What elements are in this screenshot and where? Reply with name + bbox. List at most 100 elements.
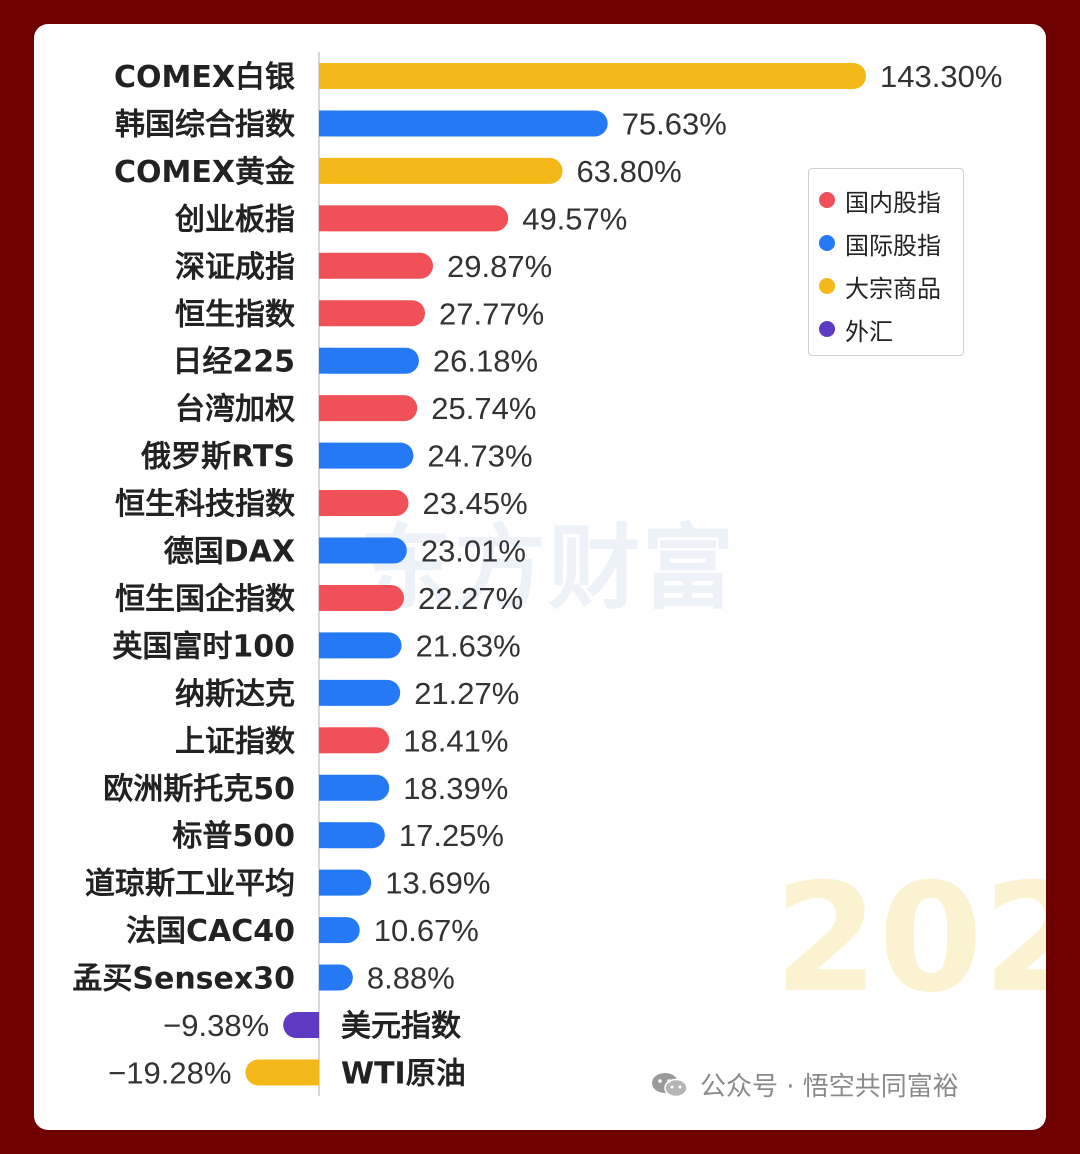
value-label: 49.57% xyxy=(522,201,627,236)
value-label: 23.45% xyxy=(423,486,528,521)
bar-base xyxy=(319,822,332,849)
bar xyxy=(319,584,405,611)
bar-base xyxy=(319,157,332,184)
value-label: 13.69% xyxy=(385,866,490,901)
category-label: 标普500 xyxy=(172,819,295,854)
value-label: 8.88% xyxy=(367,961,455,996)
value-label: 26.18% xyxy=(433,344,538,379)
bar xyxy=(319,822,385,849)
value-label: 21.27% xyxy=(414,676,519,711)
wechat-icon xyxy=(652,1072,688,1097)
legend-dot-icon xyxy=(819,278,835,294)
legend-item: 大宗商品 xyxy=(819,271,941,303)
bar-base xyxy=(319,537,332,564)
category-label: 恒生科技指数 xyxy=(115,487,296,522)
value-label: 18.41% xyxy=(403,723,508,758)
bar-base xyxy=(319,252,332,279)
bar-base xyxy=(319,395,332,422)
bar xyxy=(319,632,402,659)
bar xyxy=(319,300,426,327)
bar xyxy=(319,205,509,232)
bar-base xyxy=(319,584,332,611)
value-label: 27.77% xyxy=(439,296,544,331)
value-label: 18.39% xyxy=(403,771,508,806)
category-label: 韩国综合指数 xyxy=(115,107,296,142)
legend-item: 国际股指 xyxy=(819,228,941,260)
value-label: −19.28% xyxy=(108,1055,231,1090)
category-label: 俄罗斯RTS xyxy=(140,440,295,475)
bar xyxy=(319,679,401,706)
bar-base xyxy=(306,1012,319,1038)
bar-base xyxy=(319,679,332,706)
value-label: 25.74% xyxy=(431,391,536,426)
value-label: 29.87% xyxy=(447,249,552,284)
legend-dot-icon xyxy=(819,235,835,251)
bar-base xyxy=(319,205,332,232)
legend-item: 国内股指 xyxy=(819,185,941,217)
bar xyxy=(319,157,563,184)
year-watermark: 2025 xyxy=(774,852,1046,1026)
value-label: 23.01% xyxy=(421,534,526,569)
category-label: 上证指数 xyxy=(175,724,296,759)
bar xyxy=(319,110,608,137)
bar xyxy=(319,347,419,374)
bar xyxy=(319,727,390,754)
bar xyxy=(319,395,418,422)
bar-base xyxy=(319,727,332,754)
category-label: 创业板指 xyxy=(174,202,295,237)
category-label: 法国CAC40 xyxy=(126,914,295,949)
category-label: 纳斯达克 xyxy=(175,677,295,712)
legend-label: 国际股指 xyxy=(845,231,941,260)
bar-base xyxy=(319,917,332,944)
bar-base xyxy=(319,63,332,89)
bar xyxy=(319,774,390,801)
footer-text: 公众号 · 悟空共同富裕 xyxy=(700,1072,959,1102)
legend-label: 外汇 xyxy=(845,317,893,346)
legend-dot-icon xyxy=(819,321,835,337)
bar-base xyxy=(319,347,332,374)
bar-base xyxy=(319,964,332,991)
value-label: 22.27% xyxy=(418,581,523,616)
category-label: 英国富时100 xyxy=(112,629,295,664)
watermark: 东方财富 xyxy=(360,515,737,622)
value-label: 75.63% xyxy=(622,106,727,141)
category-label: 德国DAX xyxy=(164,535,295,570)
value-label: 17.25% xyxy=(399,818,504,853)
bar xyxy=(245,1059,319,1086)
category-label: 日经225 xyxy=(172,345,295,380)
bar xyxy=(319,537,407,564)
category-label: COMEX黄金 xyxy=(114,155,296,190)
bar xyxy=(319,490,409,517)
value-label: −9.38% xyxy=(163,1008,269,1043)
bar xyxy=(319,869,372,896)
category-label: 台湾加权 xyxy=(175,392,295,427)
bar-base xyxy=(319,110,332,137)
category-label: 孟买Sensex30 xyxy=(72,962,295,997)
value-label: 10.67% xyxy=(374,913,479,948)
category-label: 恒生国企指数 xyxy=(115,582,296,617)
value-label: 143.30% xyxy=(880,59,1002,94)
category-label: 欧洲斯托克50 xyxy=(103,772,295,807)
category-label: COMEX白银 xyxy=(114,60,295,95)
bar-base xyxy=(319,490,332,517)
category-label: 美元指数 xyxy=(341,1009,462,1044)
bar-base xyxy=(306,1059,319,1086)
category-label: 恒生指数 xyxy=(175,297,296,332)
bar-base xyxy=(319,300,332,327)
legend-label: 大宗商品 xyxy=(845,274,941,303)
bar-base xyxy=(319,774,332,801)
value-label: 24.73% xyxy=(427,439,532,474)
bar xyxy=(319,252,434,279)
bar xyxy=(319,63,866,89)
legend-label: 国内股指 xyxy=(845,188,941,217)
bar-base xyxy=(319,869,332,896)
legend-item: 外汇 xyxy=(819,314,893,346)
footer: 公众号 · 悟空共同富裕 xyxy=(650,1066,959,1103)
bar-chart: COMEX白银 143.30% 韩国综合指数 75.63% COMEX黄金 63.80% 创… xyxy=(72,52,1002,1096)
bar xyxy=(319,442,414,469)
category-label: WTI原油 xyxy=(341,1056,466,1091)
chart-legend: 国内股指国际股指大宗商品外汇 xyxy=(808,168,964,356)
bar-base xyxy=(319,442,332,469)
bar-base xyxy=(319,632,332,659)
value-label: 63.80% xyxy=(577,154,682,189)
